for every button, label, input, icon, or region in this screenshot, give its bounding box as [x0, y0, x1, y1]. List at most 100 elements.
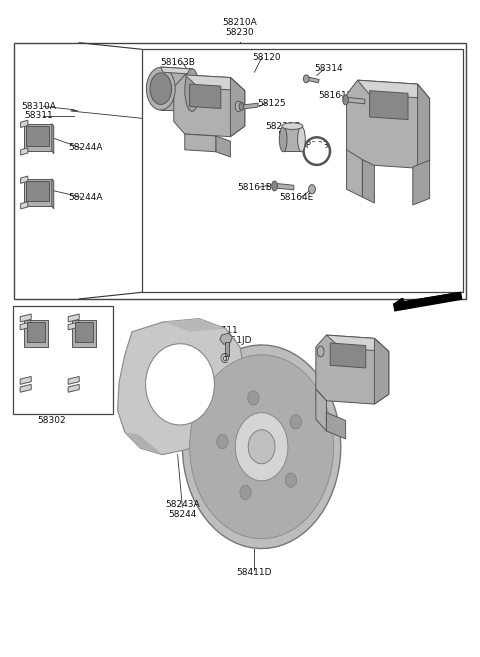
Text: 58302: 58302: [37, 416, 66, 425]
Text: 58164E: 58164E: [279, 193, 314, 202]
Ellipse shape: [279, 127, 287, 152]
Polygon shape: [68, 376, 79, 384]
Ellipse shape: [282, 123, 303, 129]
Text: 58233: 58233: [300, 141, 329, 150]
Polygon shape: [190, 355, 334, 539]
Polygon shape: [161, 67, 194, 74]
Polygon shape: [240, 485, 252, 499]
Polygon shape: [145, 344, 215, 425]
Ellipse shape: [378, 101, 385, 110]
Polygon shape: [20, 314, 31, 322]
Bar: [13, 306, 113, 414]
Text: 58230: 58230: [226, 28, 254, 37]
Polygon shape: [220, 333, 232, 344]
Ellipse shape: [146, 68, 175, 110]
Ellipse shape: [298, 127, 305, 152]
Ellipse shape: [303, 75, 309, 83]
Polygon shape: [26, 126, 49, 146]
Polygon shape: [347, 150, 362, 197]
Polygon shape: [21, 202, 28, 209]
Text: 1351JD: 1351JD: [220, 336, 252, 345]
Polygon shape: [362, 160, 374, 203]
Text: 58310A: 58310A: [21, 102, 56, 111]
Polygon shape: [185, 134, 216, 152]
Bar: [14, 43, 466, 299]
Polygon shape: [235, 413, 288, 481]
Text: 58244A: 58244A: [68, 143, 103, 152]
Polygon shape: [174, 75, 245, 137]
Polygon shape: [283, 127, 301, 151]
Polygon shape: [163, 319, 226, 332]
Polygon shape: [225, 342, 229, 356]
Polygon shape: [21, 176, 28, 183]
Text: 58232: 58232: [277, 131, 306, 141]
Bar: [142, 49, 463, 292]
Ellipse shape: [309, 185, 315, 194]
Polygon shape: [248, 391, 259, 405]
Text: 58120: 58120: [252, 53, 281, 62]
Polygon shape: [306, 77, 319, 83]
Polygon shape: [182, 345, 341, 549]
Text: 58243A: 58243A: [165, 500, 200, 509]
Text: 58161B: 58161B: [237, 183, 272, 192]
Ellipse shape: [239, 102, 244, 110]
Polygon shape: [20, 376, 31, 384]
Text: @: @: [220, 353, 229, 363]
Polygon shape: [24, 124, 52, 151]
Polygon shape: [347, 80, 430, 168]
Ellipse shape: [272, 181, 277, 191]
Polygon shape: [161, 67, 192, 111]
Polygon shape: [52, 124, 54, 154]
Polygon shape: [68, 314, 79, 322]
Text: 58244A: 58244A: [68, 193, 103, 202]
Polygon shape: [241, 103, 258, 109]
Polygon shape: [118, 319, 244, 455]
Polygon shape: [20, 384, 31, 392]
Polygon shape: [52, 179, 54, 209]
Polygon shape: [316, 389, 326, 431]
Text: 51711: 51711: [209, 326, 238, 335]
Polygon shape: [346, 97, 365, 104]
Polygon shape: [217, 434, 228, 449]
Polygon shape: [24, 179, 52, 206]
Text: 58311: 58311: [24, 111, 53, 120]
Text: 58411D: 58411D: [237, 568, 272, 578]
Polygon shape: [370, 91, 408, 120]
Ellipse shape: [185, 69, 199, 111]
Polygon shape: [216, 136, 230, 157]
Polygon shape: [21, 148, 28, 155]
Ellipse shape: [235, 101, 242, 112]
Polygon shape: [326, 413, 346, 439]
Text: 58164E: 58164E: [350, 99, 384, 108]
Polygon shape: [24, 320, 48, 347]
Text: 58161B: 58161B: [319, 91, 353, 100]
Polygon shape: [190, 84, 221, 108]
Polygon shape: [72, 320, 96, 347]
Polygon shape: [316, 335, 389, 404]
Ellipse shape: [317, 346, 324, 357]
Polygon shape: [75, 322, 93, 342]
Polygon shape: [330, 343, 366, 368]
Polygon shape: [185, 75, 245, 91]
Polygon shape: [275, 183, 294, 190]
Text: 58314: 58314: [314, 64, 343, 74]
Polygon shape: [374, 338, 389, 404]
Ellipse shape: [307, 141, 326, 161]
Polygon shape: [358, 80, 430, 99]
Text: 58210A: 58210A: [223, 18, 257, 28]
Polygon shape: [68, 322, 79, 330]
Polygon shape: [230, 78, 245, 137]
Text: 58244: 58244: [168, 510, 197, 519]
Polygon shape: [413, 160, 430, 205]
Polygon shape: [248, 430, 275, 464]
Polygon shape: [68, 384, 79, 392]
Polygon shape: [21, 120, 28, 127]
Ellipse shape: [150, 73, 172, 104]
Text: 58235C: 58235C: [266, 122, 300, 131]
Ellipse shape: [343, 95, 348, 104]
Text: 58125: 58125: [257, 99, 286, 108]
Polygon shape: [26, 181, 49, 201]
Polygon shape: [418, 84, 430, 168]
Polygon shape: [27, 322, 45, 342]
Polygon shape: [20, 322, 31, 330]
